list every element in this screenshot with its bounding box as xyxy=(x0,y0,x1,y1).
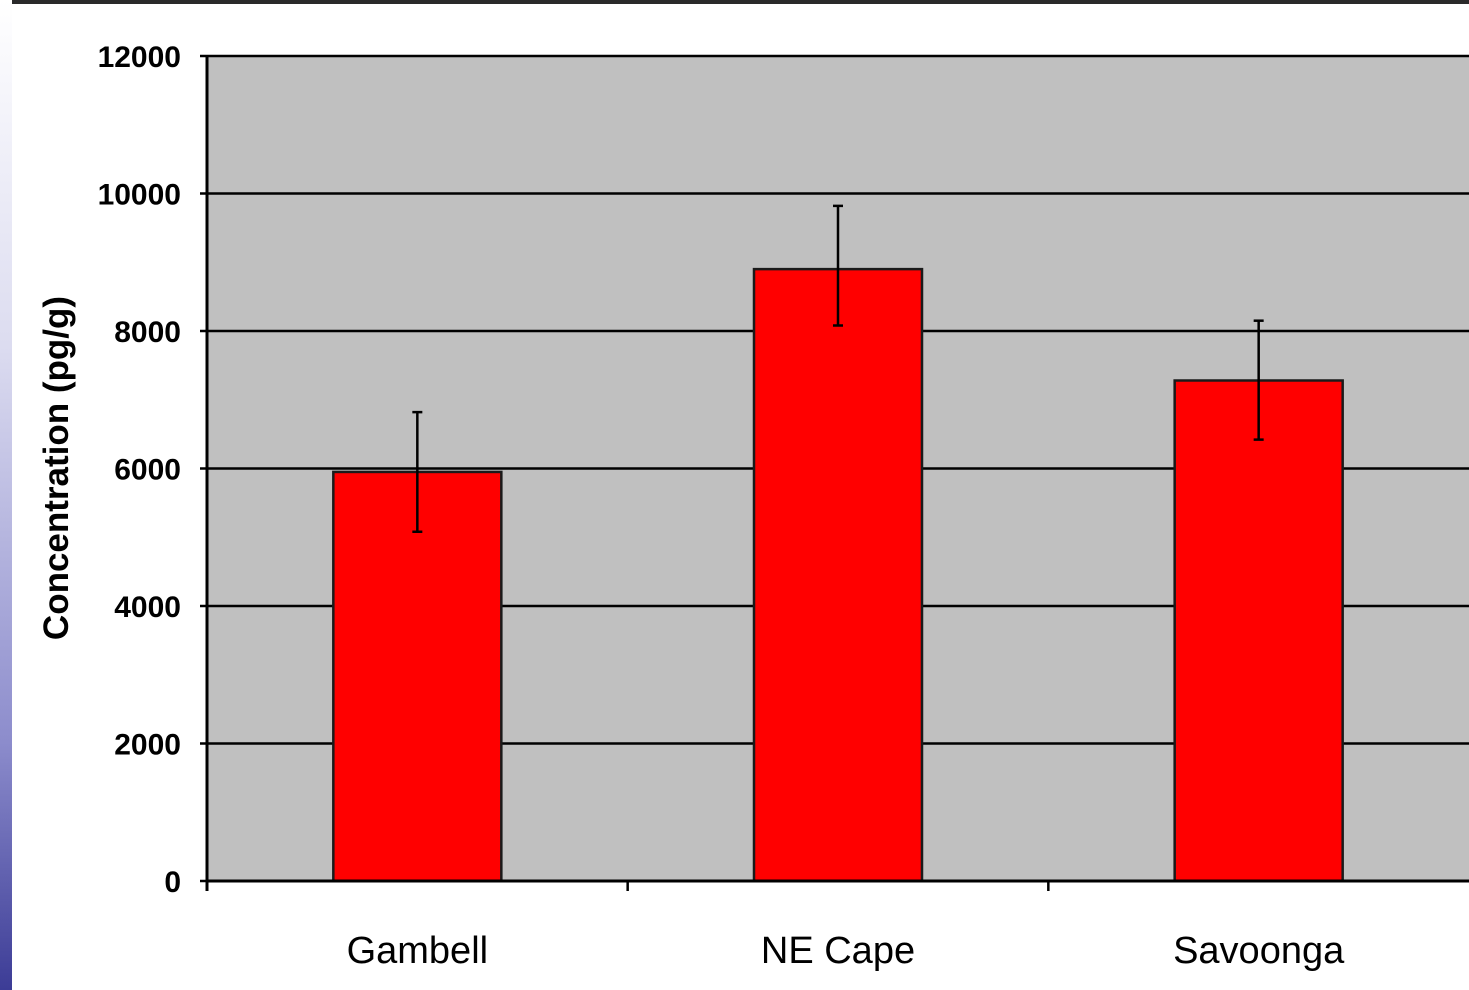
top-border-rule xyxy=(12,0,1469,4)
x-tick-label: Gambell xyxy=(347,930,489,972)
y-tick-label: 12000 xyxy=(98,41,181,74)
x-tick-label: NE Cape xyxy=(761,930,915,972)
y-tick-label: 10000 xyxy=(98,179,181,212)
bar-gambell xyxy=(332,470,503,883)
error-bars xyxy=(412,204,1264,533)
y-tick-label: 2000 xyxy=(114,729,181,762)
y-tick-label: 8000 xyxy=(114,316,181,349)
axes xyxy=(200,54,1469,891)
y-tick-label: 4000 xyxy=(114,591,181,624)
y-tick-label: 0 xyxy=(164,866,181,899)
x-tick-label: Savoonga xyxy=(1173,930,1345,972)
tick-labels: 0 2000 4000 6000 8000 10000 12000 Gambell NE Cap… xyxy=(98,41,1346,972)
y-tick-label: 6000 xyxy=(114,454,181,487)
bars xyxy=(332,267,1344,883)
bar-savoonga xyxy=(1173,379,1344,883)
y-axis-title: Concentration (pg/g) xyxy=(37,296,76,640)
bar-ne-cape xyxy=(752,267,924,883)
slide-edge-gradient xyxy=(0,0,12,990)
